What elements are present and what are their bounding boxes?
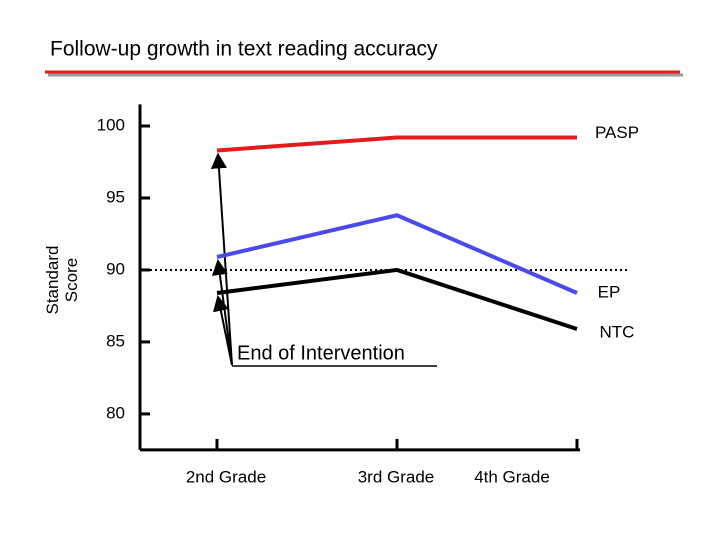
x-tick-label: 4th Grade: [474, 467, 550, 486]
x-tick-label: 2nd Grade: [186, 467, 266, 486]
x-tick-label: 3rd Grade: [358, 467, 435, 486]
series-line: [216, 267, 578, 331]
annotation-arrow: [212, 295, 233, 366]
y-tick-label: 100: [97, 115, 125, 134]
annotation: End of Intervention: [237, 342, 405, 364]
series-label: PASP: [595, 123, 639, 142]
chart-title: Follow-up growth in text reading accurac…: [50, 38, 438, 61]
series-label: EP: [598, 282, 621, 301]
y-tick-label: 85: [106, 331, 125, 350]
series-line: [216, 213, 578, 295]
series-line: [216, 135, 577, 153]
series-label: NTC: [600, 322, 635, 341]
y-tick-label: 90: [106, 259, 125, 278]
y-tick-label: 80: [106, 403, 125, 422]
annotation-arrow: [211, 259, 233, 366]
y-axis-label: Standard Score: [43, 245, 81, 315]
y-tick-label: 95: [106, 187, 125, 206]
